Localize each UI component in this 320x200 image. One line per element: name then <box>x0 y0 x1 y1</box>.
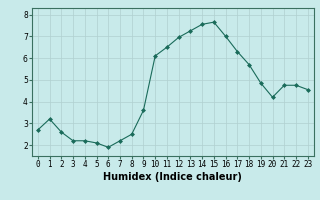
X-axis label: Humidex (Indice chaleur): Humidex (Indice chaleur) <box>103 172 242 182</box>
